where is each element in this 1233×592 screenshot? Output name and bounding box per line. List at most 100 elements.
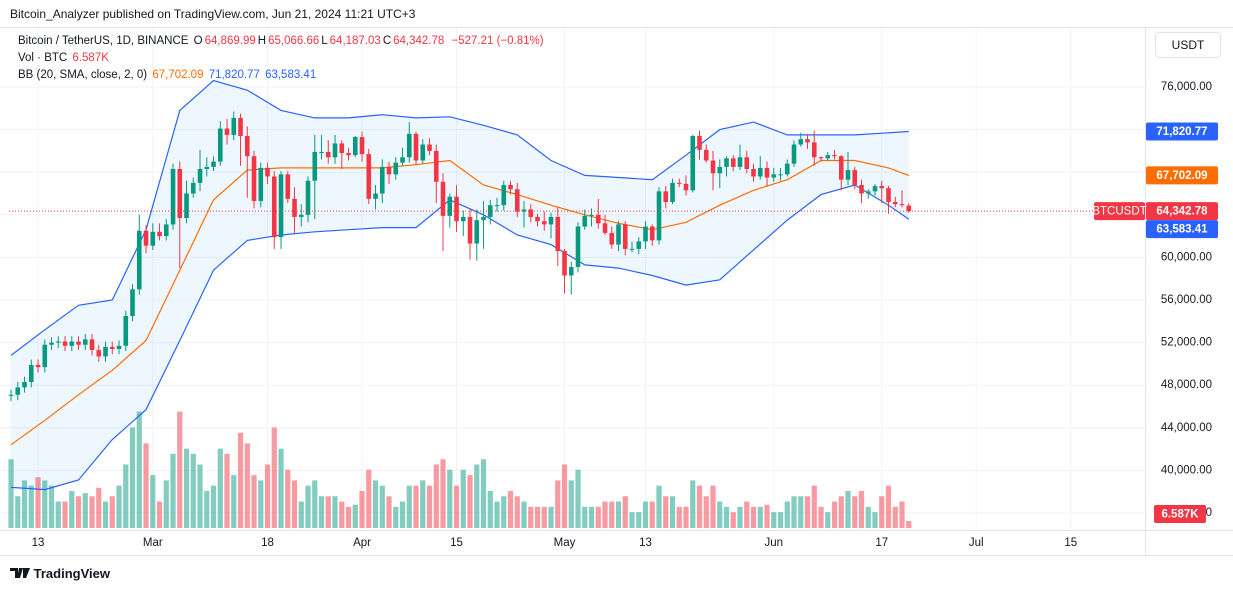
y-tick-label: 48,000.00 — [1161, 379, 1212, 391]
volume-bar — [372, 480, 379, 528]
volume-bar — [507, 490, 514, 528]
legend-volume-row: Vol · BTC 6.587K — [18, 52, 111, 64]
y-tick-label: 44,000.00 — [1161, 422, 1212, 434]
volume-bar — [737, 506, 743, 528]
symbol-tag-box — [1094, 202, 1145, 221]
candle-body — [845, 170, 851, 180]
candle-body — [575, 226, 581, 267]
volume-bar — [595, 506, 601, 528]
candle-body — [170, 169, 176, 225]
candle-body — [629, 248, 635, 250]
volume-bar — [399, 501, 406, 528]
x-tick-label: May — [554, 537, 576, 549]
candle-body — [150, 231, 156, 246]
volume-bar — [143, 443, 149, 528]
candle-body — [433, 150, 439, 182]
candle-body — [656, 191, 662, 241]
candle-body — [460, 216, 466, 222]
candle-body — [305, 180, 311, 215]
volume-bar — [636, 512, 642, 528]
bb-basis-price-label: 67,702.09 — [1156, 170, 1207, 182]
bb-upper-price-label: 71,820.77 — [1156, 126, 1207, 138]
candle-body — [197, 169, 203, 183]
candle-body — [643, 226, 648, 242]
candle-body — [892, 202, 898, 205]
candle-body — [676, 182, 682, 184]
x-tick-label: Jun — [764, 537, 783, 549]
candle-body — [690, 135, 696, 191]
volume-bar — [183, 448, 190, 528]
volume-title: Vol · BTC — [18, 52, 68, 64]
candle-body — [724, 158, 729, 167]
ohlc-key: O — [193, 35, 203, 47]
candle-body — [663, 191, 669, 203]
candle-body — [359, 137, 365, 155]
candle-body — [541, 221, 547, 225]
candle-body — [258, 167, 264, 201]
volume-bar — [744, 501, 750, 528]
bb-title: BB (20, SMA, close, 2, 0) — [18, 69, 148, 81]
volume-bar — [534, 506, 541, 528]
candle-body — [791, 144, 797, 164]
volume-bar — [204, 490, 210, 528]
candle-body — [440, 181, 446, 216]
volume-bar — [109, 496, 115, 528]
volume-bar — [777, 512, 784, 528]
candle-body — [22, 382, 27, 388]
x-tick-label: 17 — [875, 537, 888, 549]
volume-bar — [642, 501, 649, 528]
volume-value: 6.587K — [72, 52, 109, 64]
volume-bar — [28, 485, 34, 528]
volume-bar — [764, 504, 770, 528]
volume-bar — [96, 487, 102, 528]
volume-bar — [264, 464, 271, 528]
brand: TradingView — [10, 566, 110, 581]
candle-body — [717, 166, 723, 174]
volume-bar — [75, 496, 82, 528]
volume-bar — [696, 485, 703, 528]
volume-bar — [892, 506, 898, 528]
volume-bar — [568, 480, 574, 528]
volume-bar — [285, 469, 291, 528]
candle-body — [616, 224, 621, 245]
currency-button[interactable]: USDT — [1155, 32, 1221, 58]
candle-body — [636, 241, 642, 249]
volume-bar — [69, 490, 75, 528]
candle-body — [163, 224, 169, 237]
volume-bar — [541, 506, 547, 528]
candle-body — [251, 156, 257, 201]
candle-body — [244, 135, 250, 157]
volume-bar — [487, 490, 493, 528]
candle-body — [184, 193, 189, 218]
volume-bar — [879, 496, 885, 528]
candle-body — [582, 215, 588, 227]
volume-bar — [710, 485, 716, 528]
volume-bar — [379, 485, 385, 528]
volume-bar — [55, 501, 61, 528]
volume-bar — [683, 506, 689, 528]
candle-body — [109, 346, 115, 349]
candle-body — [332, 143, 338, 158]
candle-body — [413, 133, 419, 161]
volume-bar — [359, 490, 365, 528]
candle-body — [757, 167, 763, 177]
candle-body — [130, 289, 135, 316]
candle-body — [730, 158, 736, 167]
volume-bar — [325, 496, 331, 528]
candle-body — [285, 174, 291, 199]
candle-body — [427, 144, 432, 151]
candle-body — [609, 232, 615, 245]
symbol-tag: BTCUSDT — [1092, 206, 1146, 218]
candle-body — [501, 184, 507, 206]
volume-bar — [703, 496, 709, 528]
volume-bar — [258, 480, 264, 528]
volume-bar — [521, 501, 527, 528]
candle-body — [339, 143, 345, 154]
candle-body — [346, 153, 351, 156]
volume-bar — [170, 453, 176, 528]
volume-bar — [433, 464, 439, 528]
volume-bar — [771, 512, 777, 528]
candle-body — [703, 149, 709, 161]
bb-upper-value: 71,820.77 — [208, 69, 260, 81]
volume-bar — [663, 496, 669, 528]
